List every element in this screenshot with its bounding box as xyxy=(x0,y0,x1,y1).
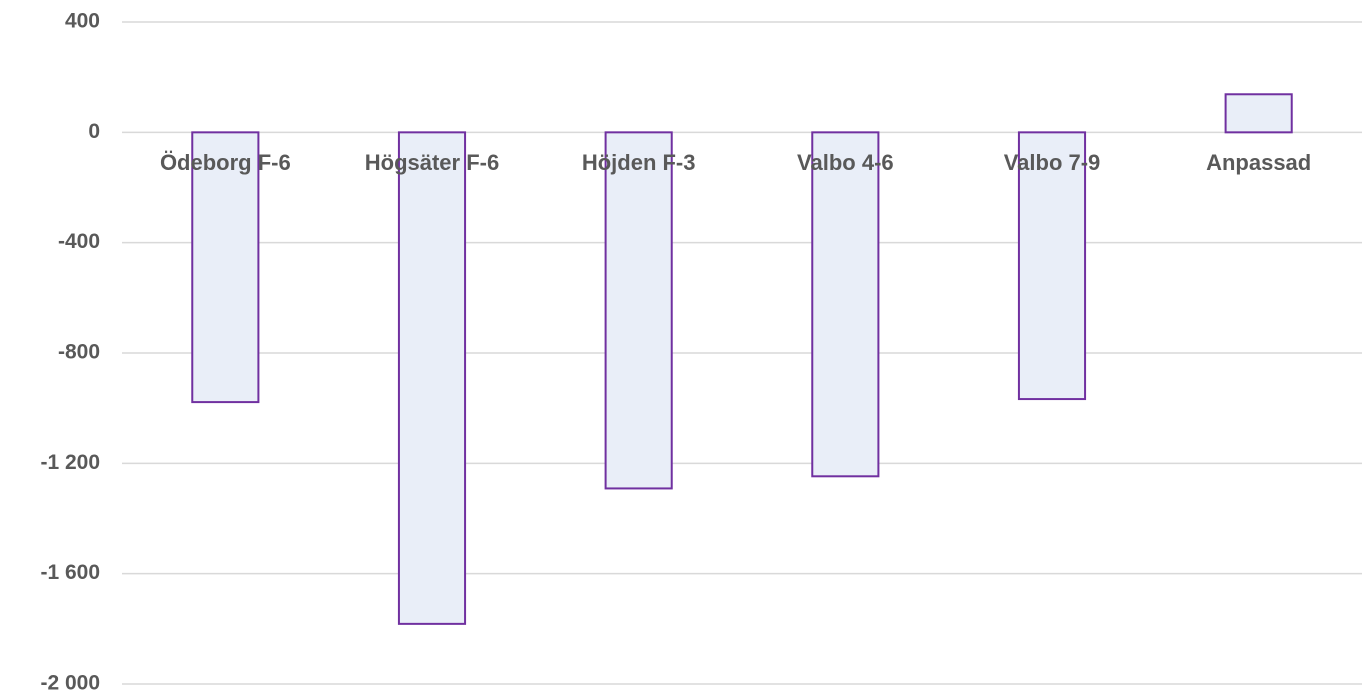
x-tick-label: Höjden F-3 xyxy=(582,150,696,175)
bar xyxy=(397,131,467,625)
x-tick-label: Valbo 4-6 xyxy=(797,150,894,175)
y-tick-label: -800 xyxy=(58,341,100,364)
y-tick-label: -1 200 xyxy=(40,451,100,474)
y-tick-label: 0 xyxy=(88,120,100,143)
y-tick-label: 400 xyxy=(65,10,100,33)
bar xyxy=(1224,93,1293,134)
x-tick-label: Valbo 7-9 xyxy=(1004,150,1101,175)
x-tick-label: Anpassad xyxy=(1206,150,1311,175)
bar xyxy=(811,131,880,478)
y-tick-label: -2 000 xyxy=(40,672,100,695)
bar xyxy=(191,131,260,404)
y-tick-label: -400 xyxy=(58,230,100,253)
x-tick-label: Ödeborg F-6 xyxy=(160,150,291,175)
bar xyxy=(1017,131,1087,401)
y-tick-label: -1 600 xyxy=(40,561,100,584)
x-tick-label: Högsäter F-6 xyxy=(365,150,499,175)
bar xyxy=(604,131,673,490)
